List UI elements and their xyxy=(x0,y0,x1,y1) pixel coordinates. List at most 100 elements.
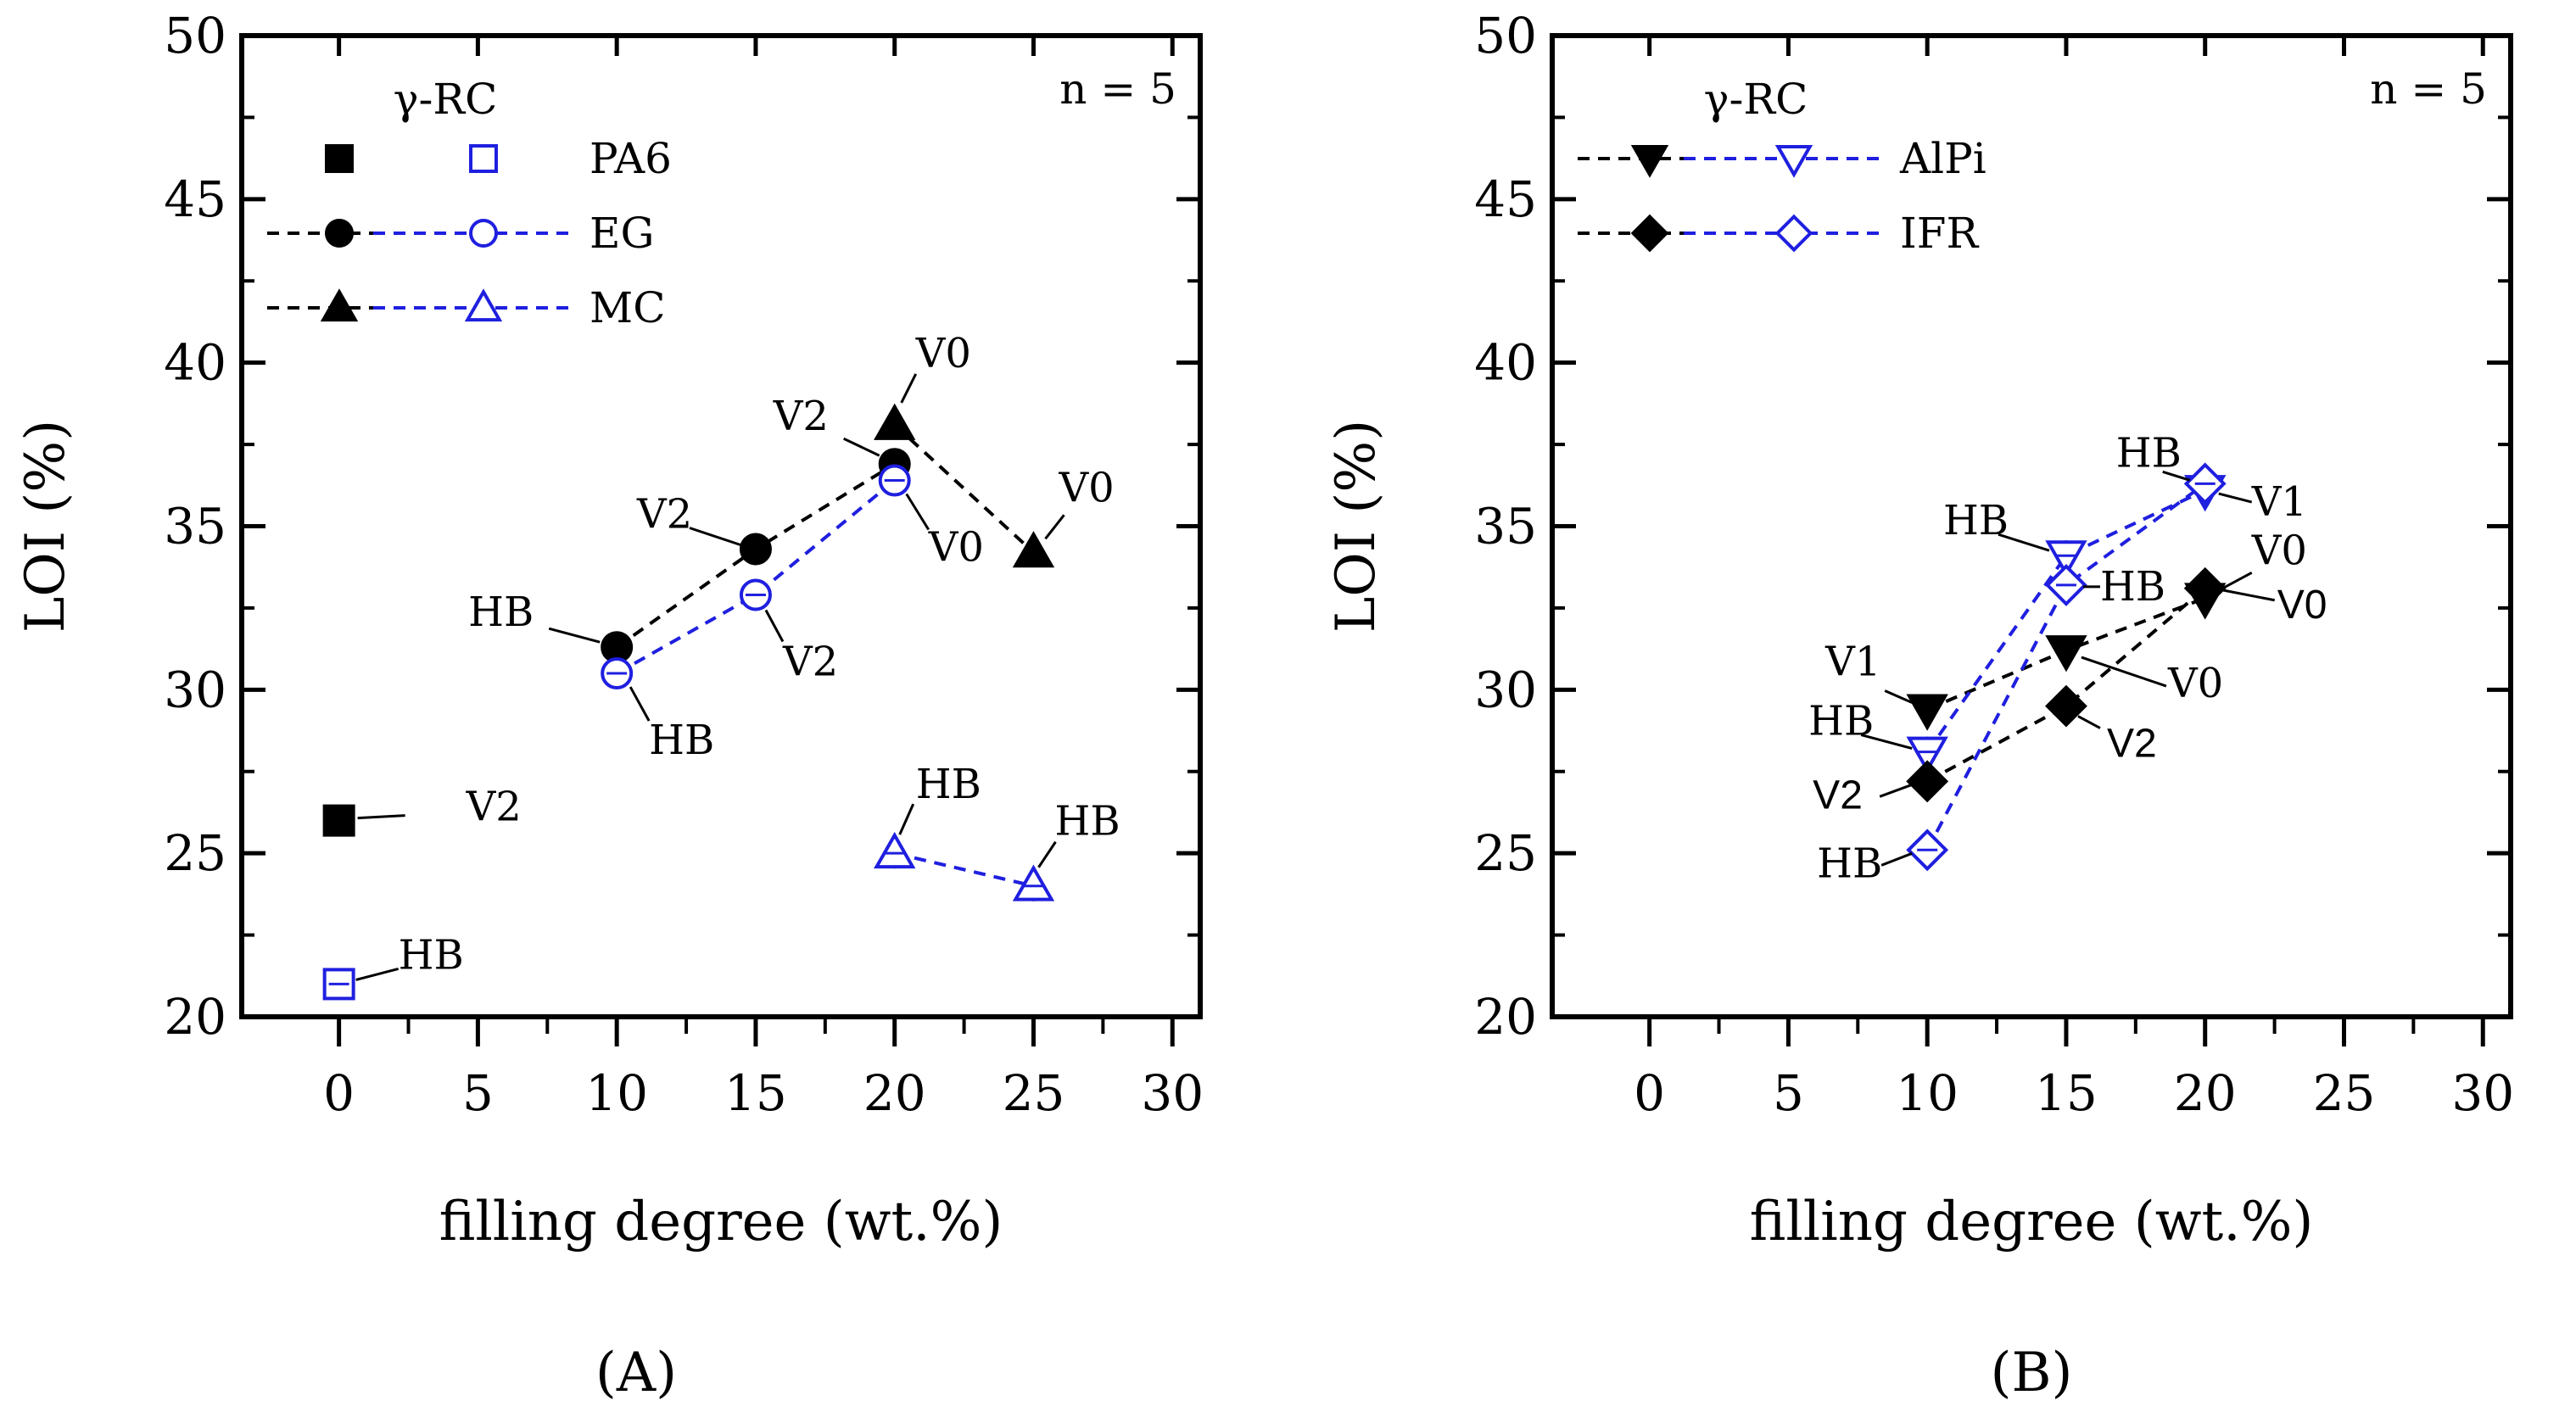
annotation-leader xyxy=(629,686,651,722)
annotation-leader xyxy=(898,803,915,835)
series-alpi-rc: HB HB V1 xyxy=(1808,475,2307,773)
y-tick-label: 30 xyxy=(164,661,226,718)
legend-label: MC xyxy=(590,283,665,332)
y-axis-title: LOI (%) xyxy=(14,420,77,633)
annotation-label: HB xyxy=(468,589,534,636)
x-tick-label: 20 xyxy=(2174,1064,2237,1122)
annotation-leader xyxy=(2221,589,2275,602)
data-point: HB xyxy=(2045,563,2165,611)
y-tick-label: 40 xyxy=(1474,334,1537,392)
annotation-label: V0 xyxy=(2251,527,2307,574)
annotation-label: V0 xyxy=(2277,583,2327,628)
legend-marker-black xyxy=(1630,144,1669,178)
y-tick-label: 50 xyxy=(164,7,226,64)
data-marker xyxy=(2045,684,2087,728)
y-tick-label: 30 xyxy=(1474,661,1537,718)
data-point: V0 xyxy=(2183,566,2327,628)
annotation-label: HB xyxy=(1808,698,1874,745)
annotation-leader xyxy=(1879,783,1913,798)
legend-marker-blue xyxy=(1774,214,1813,253)
data-point: HB xyxy=(1012,798,1120,901)
x-tick-label: 10 xyxy=(585,1064,648,1122)
chart-panel-b: 20 25 30 35 40 45 50 0 5 10 15 20 25 30 filling degree… xyxy=(1325,7,2514,1404)
data-marker xyxy=(322,804,355,837)
x-tick-label: 25 xyxy=(2313,1064,2376,1122)
data-marker xyxy=(739,533,772,566)
annotation-leader xyxy=(1998,533,2050,552)
annotation-label: V2 xyxy=(782,638,838,685)
x-tick-label: 5 xyxy=(1773,1064,1804,1122)
legend-label: IFR xyxy=(1900,209,1979,258)
y-tick-label: 50 xyxy=(1474,7,1537,64)
data-point: V0 xyxy=(2045,635,2223,707)
data-marker xyxy=(874,403,916,440)
legend-entry-ifr: IFR xyxy=(1578,209,1979,258)
series-pa6-rc: HB xyxy=(322,931,464,1001)
y-tick-label: 45 xyxy=(1474,170,1537,228)
series-pa6: V2 xyxy=(322,784,522,837)
data-point: HB xyxy=(874,761,981,869)
series-eg: HB V2 V2 xyxy=(468,393,911,664)
legend-marker-blue xyxy=(469,144,498,173)
annotation-label: V1 xyxy=(1824,638,1880,685)
annotation-label: V0 xyxy=(2167,660,2223,707)
legend-label: EG xyxy=(590,209,654,258)
data-marker xyxy=(2183,566,2227,610)
legend-marker-black xyxy=(1630,214,1669,253)
data-marker xyxy=(1906,736,1948,773)
legend-entry-eg: EG xyxy=(267,209,654,258)
annotation-leader xyxy=(900,373,918,404)
data-marker xyxy=(874,831,916,869)
legend-entry-pa6: PA6 xyxy=(325,134,672,183)
legend-marker-black xyxy=(325,219,354,248)
annotation-leader xyxy=(2081,656,2167,688)
sample-count-label: n = 5 xyxy=(1059,64,1176,114)
annotation-leader xyxy=(357,814,405,820)
legend-marker-blue xyxy=(464,288,503,322)
annotation-label: HB xyxy=(916,761,981,808)
data-point: HB xyxy=(601,657,714,764)
y-tick-label: 20 xyxy=(164,988,226,1046)
data-marker xyxy=(1012,864,1055,901)
x-tick-label: 30 xyxy=(2451,1064,2514,1122)
panel-label: (A) xyxy=(595,1342,677,1404)
x-tick-label: 30 xyxy=(1141,1064,1204,1122)
data-point: V2 xyxy=(739,578,838,685)
annotation-leader xyxy=(2218,492,2253,504)
y-tick-label: 25 xyxy=(1474,824,1537,882)
data-marker xyxy=(1906,694,1948,731)
panel-label: (B) xyxy=(1991,1342,2073,1404)
annotation-leader xyxy=(689,527,741,546)
data-marker xyxy=(2045,635,2087,672)
data-point: V1 xyxy=(1824,638,1948,731)
y-axis-title: LOI (%) xyxy=(1325,420,1388,633)
annotation-label: HB xyxy=(2116,429,2182,477)
annotation-label: V2 xyxy=(466,784,522,831)
data-point: HB xyxy=(2116,429,2227,505)
legend-marker-black xyxy=(320,288,359,322)
x-tick-label: 15 xyxy=(724,1064,787,1122)
x-axis-title: filling degree (wt.%) xyxy=(1750,1191,2314,1253)
data-point: V0 xyxy=(878,464,984,572)
x-tick-label: 20 xyxy=(863,1064,926,1122)
legend-marker-blue xyxy=(469,219,498,248)
y-tick-label: 20 xyxy=(1474,988,1537,1046)
data-point: V2 xyxy=(2045,684,2157,767)
chart-panel-a: 20 25 30 35 40 45 50 0 5 10 15 20 25 30 filling degree… xyxy=(14,7,1204,1404)
series-mc: V0 V0 xyxy=(874,330,1115,568)
annotation-leader xyxy=(1880,851,1913,867)
legend-label: PA6 xyxy=(590,134,672,183)
legend-marker-blue xyxy=(1774,144,1813,178)
annotation-label: HB xyxy=(1943,497,2009,544)
annotation-label: V2 xyxy=(636,490,692,538)
legend-entry-alpi: AlPi xyxy=(1578,134,1986,183)
annotation-leader xyxy=(1037,840,1057,868)
data-point: HB xyxy=(1817,829,1949,887)
annotation-label: HB xyxy=(399,931,464,979)
y-tick-label: 35 xyxy=(164,498,226,555)
series-line xyxy=(893,423,1035,554)
data-marker xyxy=(1906,760,1949,803)
annotation-leader xyxy=(2077,715,2101,729)
